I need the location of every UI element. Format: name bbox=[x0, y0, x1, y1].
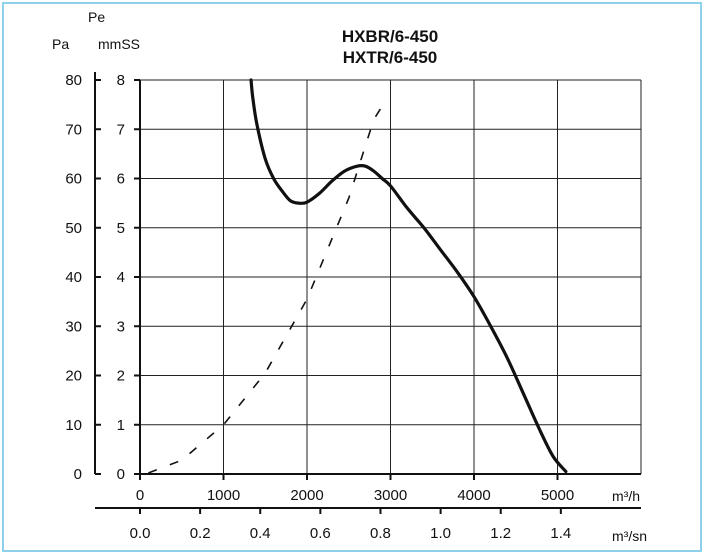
y-tick-label-mmss: 1 bbox=[117, 417, 125, 434]
grid bbox=[140, 79, 642, 474]
y-tick-label-mmss: 5 bbox=[117, 220, 125, 237]
y-tick-label-pa: 10 bbox=[65, 417, 82, 434]
x-tick-label-m3h: 5000 bbox=[541, 487, 574, 504]
y-tick-label-mmss: 2 bbox=[117, 368, 125, 385]
y-tick-label-pa: 0 bbox=[74, 466, 82, 483]
x-tick-label-m3sn: 0.8 bbox=[370, 525, 391, 542]
y-tick-label-pa: 20 bbox=[65, 368, 82, 385]
x-ticks: 0 1000 2000 3000 4000 5000 0.0 0.2 0.4 0.6 0.8 1.0 1… bbox=[130, 474, 574, 542]
y-tick-label-mmss: 6 bbox=[117, 171, 125, 188]
x-unit-m3sn: m³/sn bbox=[612, 528, 647, 544]
x-tick-label-m3h: 4000 bbox=[457, 487, 490, 504]
y-tick-label-mmss: 8 bbox=[117, 72, 125, 89]
y-tick-label-pa: 30 bbox=[65, 318, 82, 335]
chart-title-line-1: HXBR/6-450 bbox=[342, 27, 438, 46]
x-tick-label-m3sn: 0.4 bbox=[250, 525, 271, 542]
y-tick-label-pa: 60 bbox=[65, 171, 82, 188]
x-tick-label-m3sn: 1.0 bbox=[430, 525, 451, 542]
x-tick-label-m3h: 0 bbox=[136, 487, 144, 504]
y-unit-mmss: mmSS bbox=[98, 36, 140, 52]
y-tick-label-mmss: 4 bbox=[117, 269, 125, 286]
x-tick-label-m3h: 1000 bbox=[207, 487, 240, 504]
y-tick-label-pa: 80 bbox=[65, 72, 82, 89]
x-tick-label-m3h: 3000 bbox=[374, 487, 407, 504]
y-tick-label-pa: 70 bbox=[65, 121, 82, 138]
chart-title-line-2: HXTR/6-450 bbox=[343, 48, 437, 67]
y-tick-label-mmss: 3 bbox=[117, 318, 125, 335]
x-tick-label-m3sn: 0.0 bbox=[130, 525, 151, 542]
y-tick-label-pa: 50 bbox=[65, 220, 82, 237]
y-tick-label-mmss: 7 bbox=[117, 121, 125, 138]
x-tick-label-m3h: 2000 bbox=[290, 487, 323, 504]
x-tick-label-m3sn: 1.4 bbox=[550, 525, 571, 542]
y-tick-label-pa: 40 bbox=[65, 269, 82, 286]
x-tick-label-m3sn: 0.6 bbox=[310, 525, 331, 542]
x-unit-m3h: m³/h bbox=[612, 488, 640, 504]
series bbox=[148, 78, 568, 474]
y-unit-pa: Pa bbox=[52, 36, 69, 52]
series-fan-curve bbox=[249, 78, 568, 474]
x-tick-label-m3sn: 1.2 bbox=[490, 525, 511, 542]
y-ticks: 0 10 20 30 40 50 60 70 80 0 1 2 3 4 5 6 7 8 bbox=[65, 72, 140, 483]
x-tick-label-m3sn: 0.2 bbox=[190, 525, 211, 542]
y-tick-label-mmss: 0 bbox=[117, 466, 125, 483]
y-axis-header: Pe bbox=[88, 9, 105, 25]
series-system-curve bbox=[148, 99, 388, 474]
